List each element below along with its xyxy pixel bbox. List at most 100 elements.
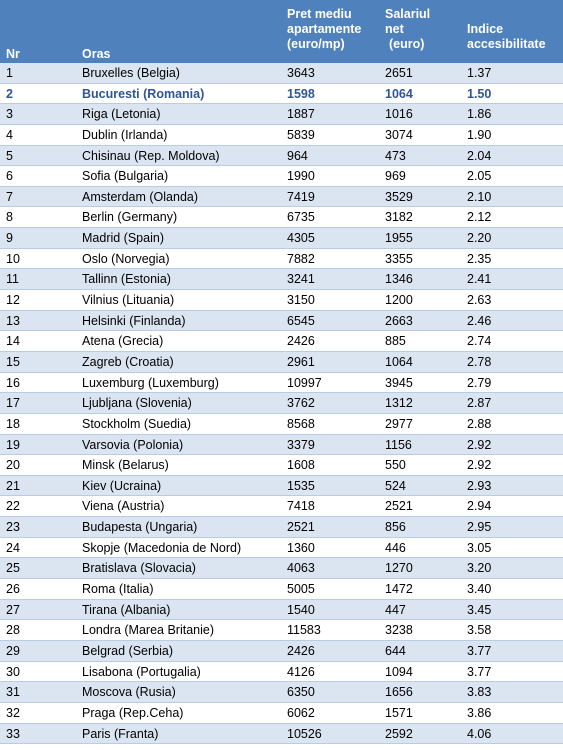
cell-oras: Madrid (Spain) <box>82 231 164 246</box>
cell-nr: 15 <box>6 354 20 369</box>
table-row: 3 Riga (Letonia) 1887 1016 1.86 <box>0 104 563 125</box>
cell-nr: 12 <box>6 293 20 308</box>
cell-nr: 32 <box>6 705 20 720</box>
cell-pret: 7418 <box>287 499 315 514</box>
cell-oras: Lisabona (Portugalia) <box>82 664 201 679</box>
cell-nr: 23 <box>6 520 20 535</box>
cell-oras: Helsinki (Finlanda) <box>82 313 186 328</box>
cell-pret: 3643 <box>287 66 315 80</box>
cell-pret: 3762 <box>287 396 315 411</box>
table-row: 21 Kiev (Ucraina) 1535 524 2.93 <box>0 475 563 497</box>
cell-oras: Moscova (Rusia) <box>82 685 176 700</box>
cell-salariu: 3945 <box>385 375 413 390</box>
header-pret: Pret mediu apartamente (euro/mp) <box>287 7 372 52</box>
table-row: 23 Budapesta (Ungaria) 2521 856 2.95 <box>0 517 563 538</box>
cell-oras: Bucuresti (Romania) <box>82 86 205 101</box>
cell-pret: 10997 <box>287 375 322 390</box>
cell-indice: 3.77 <box>467 664 492 679</box>
cell-pret: 7419 <box>287 189 315 204</box>
cell-oras: Skopje (Macedonia de Nord) <box>82 540 242 555</box>
cell-nr: 19 <box>6 437 20 452</box>
cell-indice: 2.20 <box>467 231 492 246</box>
cell-nr: 1 <box>6 66 13 80</box>
table-row: 26 Roma (Italia) 5005 1472 3.40 <box>0 579 563 600</box>
cell-oras: Chisinau (Rep. Moldova) <box>82 148 220 163</box>
cell-salariu: 3355 <box>385 251 413 266</box>
cell-indice: 1.37 <box>467 66 492 80</box>
cell-pret: 3241 <box>287 272 315 287</box>
table-row: 27 Tirana (Albania) 1540 447 3.45 <box>0 599 563 621</box>
cell-pret: 6350 <box>287 685 315 700</box>
cell-oras: Budapesta (Ungaria) <box>82 520 198 535</box>
cell-oras: Amsterdam (Olanda) <box>82 189 199 204</box>
cell-pret: 4126 <box>287 664 315 679</box>
cell-salariu: 2521 <box>385 499 413 514</box>
cell-pret: 10526 <box>287 726 322 741</box>
cell-salariu: 1270 <box>385 561 413 576</box>
cell-indice: 3.05 <box>467 540 492 555</box>
cell-salariu: 1064 <box>385 354 413 369</box>
cell-indice: 3.40 <box>467 582 492 597</box>
cell-nr: 28 <box>6 623 20 638</box>
cell-indice: 1.50 <box>467 86 492 101</box>
table-row: 11 Tallinn (Estonia) 3241 1346 2.41 <box>0 269 563 291</box>
cell-oras: Dublin (Irlanda) <box>82 127 168 142</box>
cell-indice: 2.74 <box>467 334 492 349</box>
header-indice-word-1: Indice <box>467 22 504 36</box>
table-row: 2 Bucuresti (Romania) 1598 1064 1.50 <box>0 83 563 105</box>
table-row: 33 Paris (Franta) 10526 2592 4.06 <box>0 723 563 745</box>
cell-oras: Paris (Franta) <box>82 726 159 741</box>
cell-indice: 3.83 <box>467 685 492 700</box>
table-row: 28 Londra (Marea Britanie) 11583 3238 3.58 <box>0 620 563 641</box>
cell-indice: 1.86 <box>467 107 492 122</box>
table-row: 18 Stockholm (Suedia) 8568 2977 2.88 <box>0 413 563 435</box>
table-row: 13 Helsinki (Finlanda) 6545 2663 2.46 <box>0 310 563 332</box>
cell-oras: Stockholm (Suedia) <box>82 416 192 431</box>
cell-oras: Belgrad (Serbia) <box>82 643 174 658</box>
cell-indice: 3.20 <box>467 561 492 576</box>
cell-oras: Bratislava (Slovacia) <box>82 561 196 576</box>
cell-indice: 2.78 <box>467 354 492 369</box>
header-pret-word-1: Pret <box>287 7 312 21</box>
cell-indice: 1.90 <box>467 127 492 142</box>
cell-indice: 2.87 <box>467 396 492 411</box>
cell-indice: 2.10 <box>467 189 492 204</box>
cell-indice: 2.63 <box>467 293 492 308</box>
cell-salariu: 3074 <box>385 127 413 142</box>
cell-oras: Roma (Italia) <box>82 582 154 597</box>
cell-indice: 3.86 <box>467 705 492 720</box>
cell-pret: 4305 <box>287 231 315 246</box>
cell-indice: 4.06 <box>467 726 492 741</box>
cell-salariu: 446 <box>385 540 406 555</box>
table-row: 12 Vilnius (Lituania) 3150 1200 2.63 <box>0 290 563 311</box>
cell-indice: 3.58 <box>467 623 492 638</box>
cell-indice: 2.41 <box>467 272 492 287</box>
cell-salariu: 3238 <box>385 623 413 638</box>
header-pret-word-4: (euro/mp) <box>287 37 345 51</box>
cell-salariu: 1656 <box>385 685 413 700</box>
cell-oras: Sofia (Bulgaria) <box>82 169 169 184</box>
cell-indice: 2.35 <box>467 251 492 266</box>
table-row: 17 Ljubljana (Slovenia) 3762 1312 2.87 <box>0 393 563 414</box>
cell-nr: 6 <box>6 169 13 184</box>
cell-indice: 2.88 <box>467 416 492 431</box>
header-indice-word-2: accesibilitate <box>467 37 546 51</box>
cell-salariu: 1064 <box>385 86 413 101</box>
cell-nr: 2 <box>6 86 13 101</box>
cell-pret: 4063 <box>287 561 315 576</box>
cell-oras: Tirana (Albania) <box>82 602 171 617</box>
table-row: 22 Viena (Austria) 7418 2521 2.94 <box>0 496 563 518</box>
cell-nr: 31 <box>6 685 20 700</box>
cell-pret: 6545 <box>287 313 315 328</box>
table-row: 9 Madrid (Spain) 4305 1955 2.20 <box>0 228 563 249</box>
cell-pret: 2426 <box>287 643 315 658</box>
cell-pret: 11583 <box>287 623 321 638</box>
cell-salariu: 1156 <box>385 437 412 452</box>
table-row: 10 Oslo (Norvegia) 7882 3355 2.35 <box>0 248 563 270</box>
cell-nr: 33 <box>6 726 20 741</box>
cell-nr: 14 <box>6 334 20 349</box>
cell-nr: 26 <box>6 582 20 597</box>
cell-indice: 2.95 <box>467 520 492 535</box>
cell-oras: Kiev (Ucraina) <box>82 478 162 493</box>
table-row: 20 Minsk (Belarus) 1608 550 2.92 <box>0 455 563 476</box>
